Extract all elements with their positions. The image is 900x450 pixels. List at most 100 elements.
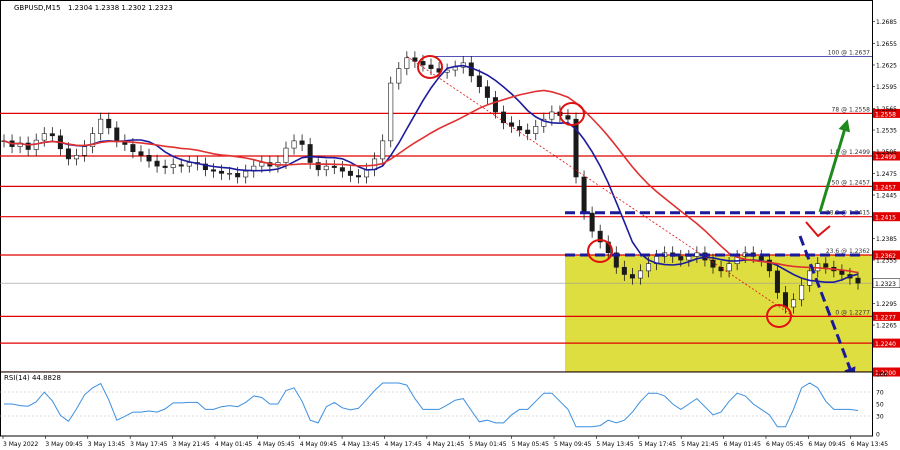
price-tick-label: 1.2475 [876,171,897,178]
fib-level-label: 78 @ 1.2558 [832,106,871,113]
price-tick-label: 1.2655 [876,41,897,48]
ma-fast-line [3,64,859,284]
candle-body [686,256,692,261]
time-tick-label: 5 May 13:45 [596,441,634,448]
candle-body [758,256,764,261]
candle-body [388,82,394,142]
ma-slow-line [3,89,859,274]
current-price-tag [872,278,900,288]
candle-body [646,263,652,272]
candle-body [154,160,160,167]
candle-body [259,162,265,167]
candle-body [283,147,289,163]
candle-body [396,68,402,84]
candle-body [98,118,104,134]
candle-body [613,252,619,268]
candle-body [210,169,216,172]
symbol-label: GBPUSD,M15 [14,4,61,12]
price-tick-label: 1.2445 [876,193,897,200]
fib-top-label: 100 @ 1.2637 [828,49,870,56]
rsi-level-label: 70 [876,390,884,397]
level-price-label: 1.2457 [875,184,896,191]
time-tick-label: 5 May 21:45 [681,441,719,448]
level-price-tag [873,367,900,377]
rsi-level-label: 100 [876,372,888,379]
time-tick-label: 3 May 2022 [3,441,38,448]
time-tick-label: 6 May 09:45 [808,441,846,448]
time-tick-label: 4 May 01:45 [215,441,253,448]
level-price-tag [873,108,900,118]
rsi-frame [0,371,873,437]
candle-body [766,259,772,272]
price-tick-label: 1.2595 [876,84,897,91]
target-zone [565,254,872,372]
level-price-label: 1.2362 [875,253,896,260]
candle-body [428,64,434,69]
candle-body [621,266,627,275]
candle-body [299,140,305,145]
bearish-arrow [798,235,856,380]
candle-body [339,167,345,172]
candle-body [839,270,845,275]
level-price-label: 1.2415 [875,215,896,222]
bullish-arrow [818,119,851,213]
rsi-level-label: 50 [876,402,884,409]
time-tick-label: 5 May 17:45 [639,441,677,448]
candle-body [186,162,192,167]
candle-body [41,133,47,141]
overlay: GBPUSD,M15 1.2304 1.2338 1.2302 1.2323 R… [4,4,173,382]
candle-body [799,285,805,301]
level-price-label: 1.2558 [875,111,896,118]
candle-body [49,133,55,137]
time-tick-label: 6 May 05:45 [766,441,804,448]
candle-body [525,129,531,134]
candle-body [170,164,176,168]
candle-body [138,151,144,156]
candle-body [114,127,120,142]
candle-body [678,256,684,261]
time-tick-label: 4 May 13:45 [342,441,380,448]
candle-body [629,274,635,279]
candle-body [420,61,426,66]
ohlc-readout: 1.2304 1.2338 1.2302 1.2323 [68,4,173,12]
price-tick-label: 1.2505 [876,149,897,156]
candle-body [178,164,184,167]
rsi-level-label: 30 [876,414,884,421]
highlight-circle-marker [587,239,613,263]
candle-body [355,175,361,178]
candle-body [323,165,329,171]
candle-body [549,111,555,120]
time-tick-label: 5 May 05:45 [512,441,550,448]
candle-body [404,57,410,69]
time-tick-label: 6 May 13:45 [851,441,889,448]
candle-body [364,169,370,178]
candle-body [476,75,482,87]
time-tick-label: 3 May 13:45 [88,441,126,448]
candle-body [791,299,797,308]
candle-body [74,155,80,160]
fib-level-label: 38.2 @ 1.2415 [826,210,870,217]
fib-level-label: 1.8 @ 1.2499 [830,149,871,156]
candle-body [541,118,547,127]
candle-body [412,57,418,62]
candle-body [82,146,88,156]
price-tick-label: 1.2295 [876,301,897,308]
price-tick-label: 1.2535 [876,128,897,135]
time-tick-label: 4 May 05:45 [257,441,295,448]
rsi-pane[interactable] [0,371,873,437]
candle-body [509,122,515,127]
candle-body [130,144,136,152]
time-tick-label: 4 May 21:45 [427,441,465,448]
level-price-label: 1.2277 [875,314,896,321]
candle-body [146,155,152,162]
time-tick-label: 4 May 17:45 [384,441,422,448]
candle-body [807,270,813,286]
candle-body [597,230,603,243]
time-tick-label: 4 May 09:45 [300,441,338,448]
candle-body [380,140,386,160]
candle-body [589,212,595,232]
price-tick-label: 1.2565 [876,106,897,113]
candle-body [227,173,233,175]
price-pane[interactable]: 78 @ 1.2558 1.8 @ 1.2499 50 @ 1.2457 38.2 @… [0,0,873,380]
